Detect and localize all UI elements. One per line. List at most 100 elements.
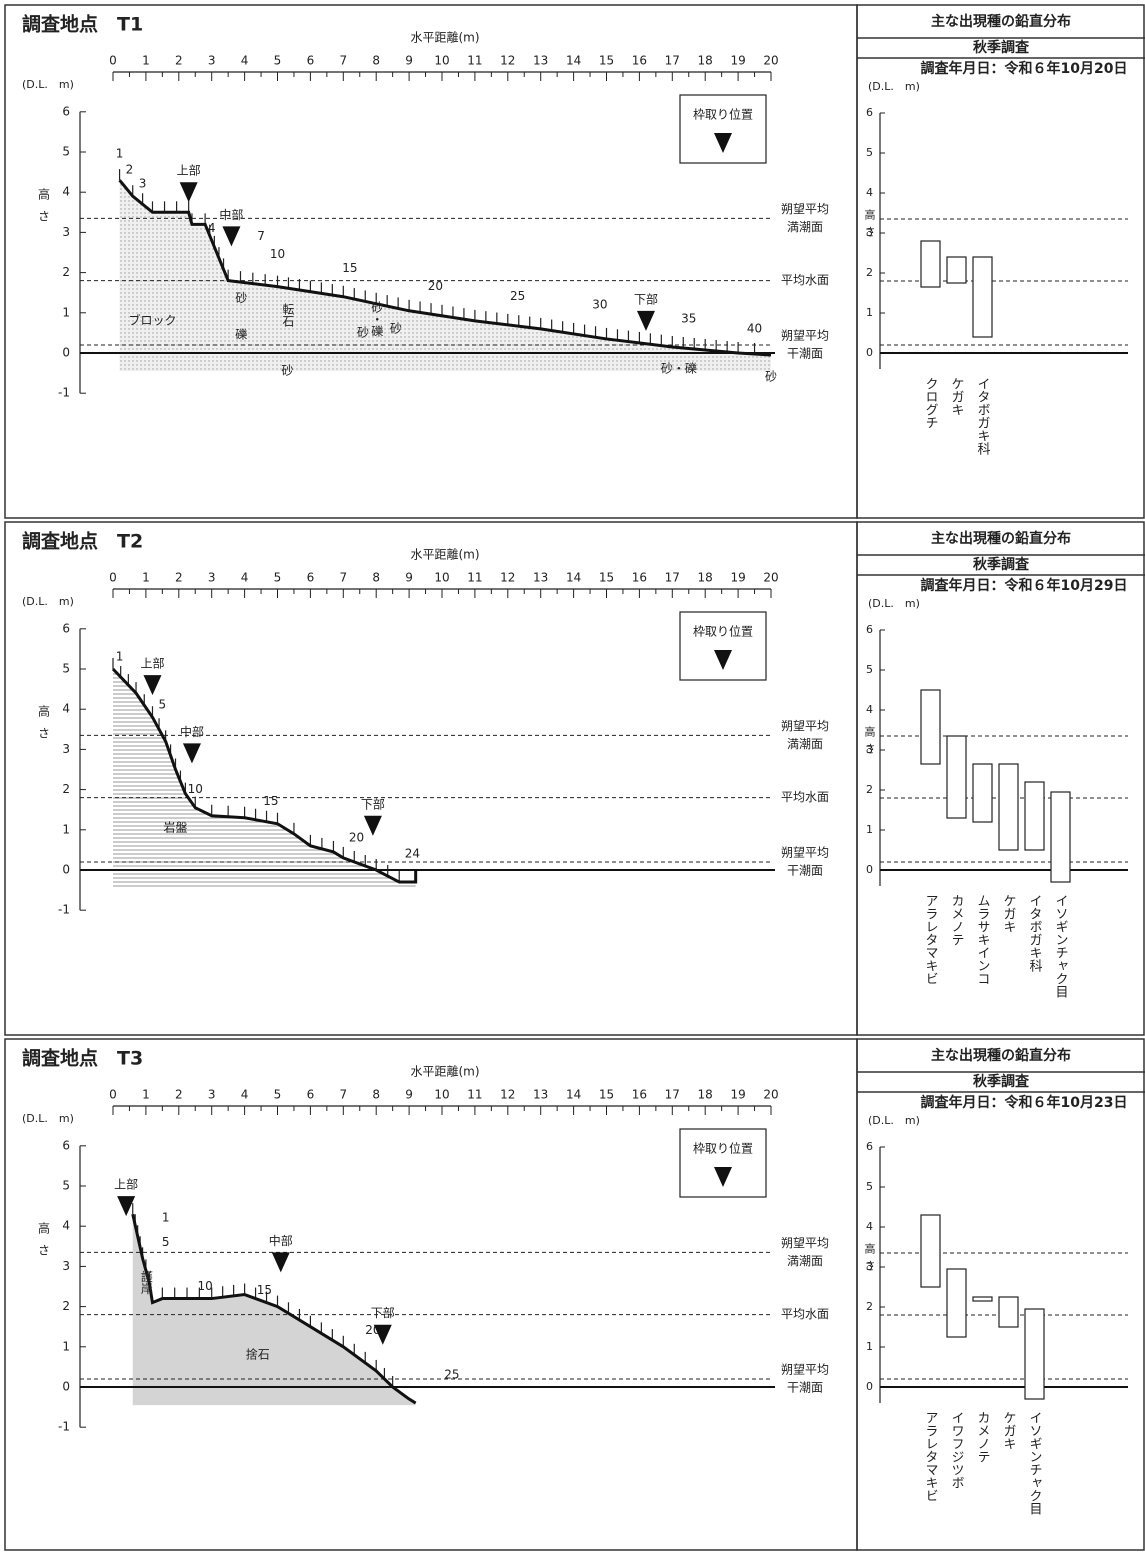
- y-tick-label: -1: [58, 1420, 70, 1434]
- x-tick-label: 0: [109, 54, 117, 68]
- x-tick-label: 1: [142, 1088, 150, 1102]
- y-tick-label: 4: [866, 1220, 873, 1233]
- x-tick-label: 18: [698, 1088, 713, 1102]
- tide-level-label: 朔望平均: [781, 201, 829, 216]
- zone-label: 下部: [371, 1305, 395, 1320]
- range-bar: [946, 1268, 967, 1338]
- x-tick-label: 0: [109, 571, 117, 585]
- zone-label: 中部: [269, 1233, 293, 1248]
- substrate-label: 護岸: [139, 1269, 153, 1294]
- y-tick-label: 3: [62, 1259, 70, 1273]
- species-name: イタボガキ科: [975, 377, 991, 455]
- substrate-area: [119, 180, 771, 372]
- x-axis-label: 水平距離(m): [410, 548, 479, 562]
- x-tick-label: 7: [339, 54, 347, 68]
- x-tick-label: 3: [208, 571, 216, 585]
- range-bar: [920, 689, 941, 765]
- station-number: 20: [428, 279, 443, 293]
- frame-marker: [373, 1324, 392, 1345]
- legend-marker: [714, 650, 732, 670]
- x-tick-label: 7: [339, 1088, 347, 1102]
- y-tick-label: 2: [866, 783, 873, 796]
- y-tick-label: 6: [62, 621, 70, 635]
- station-number: 10: [188, 782, 203, 796]
- x-tick-label: 7: [339, 571, 347, 585]
- substrate-label: 砂: [765, 370, 777, 384]
- range-bar: [1050, 791, 1071, 883]
- x-tick-label: 20: [763, 571, 778, 585]
- y-tick-label: 2: [866, 266, 873, 279]
- substrate-label: 砂・礫: [370, 300, 384, 336]
- substrate-label: 転石: [281, 302, 295, 326]
- station-number: 1: [162, 1211, 170, 1225]
- substrate-label: 礫: [235, 326, 247, 341]
- survey-date: 調査年月日：令和６年10月29日: [921, 577, 1128, 594]
- x-tick-label: 16: [632, 1088, 647, 1102]
- station-number: 1: [116, 147, 124, 161]
- panel-frame: [856, 1038, 1145, 1551]
- x-tick-label: 12: [500, 54, 515, 68]
- y-tick-label: 5: [62, 145, 70, 159]
- legend-marker: [714, 133, 732, 153]
- tide-level-label: 満潮面: [787, 1253, 823, 1268]
- legend-label: 枠取り位置: [693, 107, 753, 122]
- y-unit: (D.L. m): [22, 1112, 74, 1125]
- y-tick-label: 3: [866, 226, 873, 239]
- x-tick-label: 8: [372, 1088, 380, 1102]
- x-tick-label: 17: [665, 1088, 680, 1102]
- tide-level-label: 朔望平均: [781, 327, 829, 342]
- panel-frame: [856, 4, 1145, 519]
- x-tick-label: 8: [372, 571, 380, 585]
- panel-title: 調査地点 T3: [22, 1047, 143, 1070]
- survey-date: 調査年月日：令和６年10月20日: [921, 60, 1128, 77]
- y-tick-label: 5: [62, 662, 70, 676]
- station-number: 5: [162, 1235, 170, 1249]
- y-tick-label: 0: [62, 1380, 70, 1394]
- y-tick-label: -1: [58, 903, 70, 917]
- range-bar: [920, 240, 941, 288]
- x-tick-label: 11: [467, 1088, 482, 1102]
- y-tick-label: 3: [62, 225, 70, 239]
- season: 秋季調査: [973, 1073, 1030, 1090]
- x-tick-label: 13: [533, 54, 548, 68]
- y-tick-label: 1: [866, 306, 873, 319]
- x-tick-label: 5: [274, 571, 282, 585]
- station-number: 5: [159, 698, 167, 712]
- range-bar: [1024, 781, 1045, 851]
- tide-level-label: 平均水面: [781, 273, 829, 287]
- species-name: ケガキ: [1001, 1411, 1016, 1450]
- x-tick-label: 15: [599, 54, 614, 68]
- x-tick-label: 4: [241, 54, 249, 68]
- frame-marker: [182, 743, 201, 764]
- species-name: イソギンチャク目: [1027, 1411, 1042, 1515]
- x-tick-label: 14: [566, 1088, 581, 1102]
- frame-marker: [271, 1252, 290, 1273]
- x-tick-label: 17: [665, 571, 680, 585]
- x-tick-label: 16: [632, 571, 647, 585]
- x-tick-label: 15: [599, 571, 614, 585]
- x-tick-label: 19: [730, 54, 745, 68]
- x-tick-label: 5: [274, 1088, 282, 1102]
- x-tick-label: 12: [500, 1088, 515, 1102]
- y-axis-label: 高さ: [37, 704, 51, 749]
- range-bar: [1024, 1308, 1045, 1400]
- y-tick-label: 0: [62, 863, 70, 877]
- station-number: 35: [681, 311, 696, 325]
- tide-level-label: 干潮面: [787, 1379, 823, 1394]
- x-tick-label: 11: [467, 54, 482, 68]
- y-tick-label: 5: [866, 1180, 873, 1193]
- species-name: カメノテ: [949, 894, 964, 946]
- x-axis-label: 水平距離(m): [410, 1065, 479, 1079]
- station-number: 1: [116, 649, 124, 663]
- x-tick-label: 3: [208, 1088, 216, 1102]
- y-tick-label: 1: [62, 1339, 70, 1353]
- survey-date: 調査年月日：令和６年10月23日: [921, 1094, 1128, 1111]
- y-tick-label: 5: [62, 1179, 70, 1193]
- frame-marker: [179, 182, 198, 203]
- zone-label: 下部: [361, 796, 385, 811]
- range-bar: [972, 1296, 993, 1302]
- y-tick-label: 0: [62, 346, 70, 360]
- station-number: 10: [270, 247, 285, 261]
- species-name: ケガキ: [949, 377, 964, 416]
- y-tick-label: 3: [866, 743, 873, 756]
